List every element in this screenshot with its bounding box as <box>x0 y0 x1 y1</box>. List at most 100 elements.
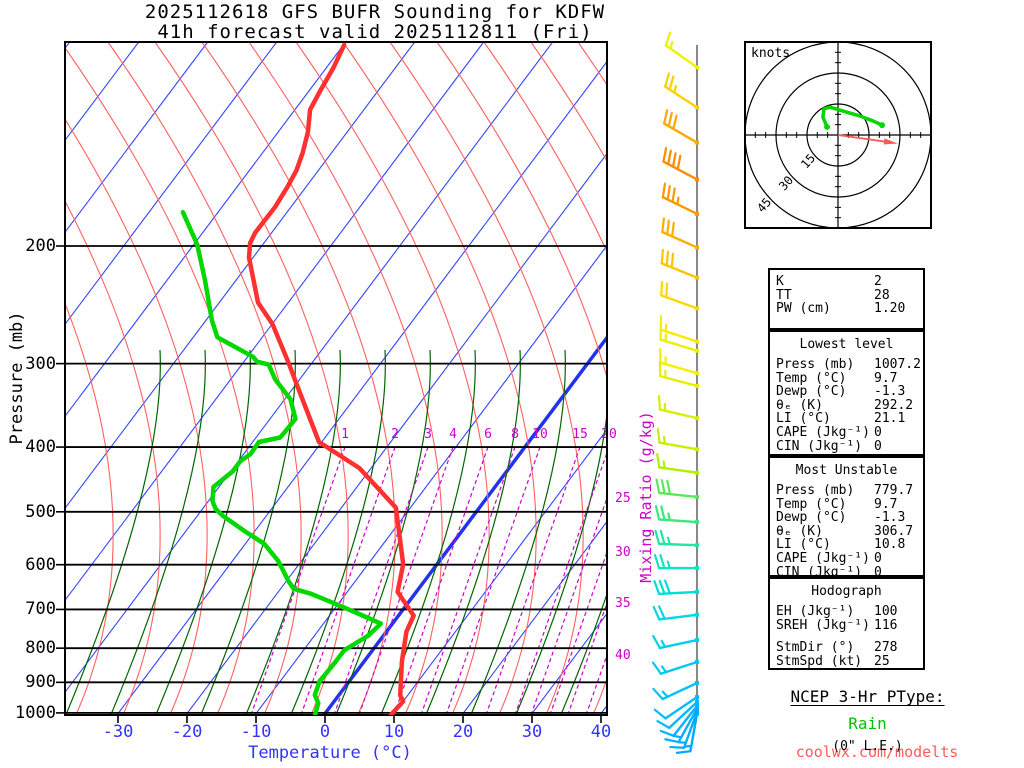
temperature-axis-label: Temperature (°C) <box>248 743 412 763</box>
param-label: TT <box>776 287 792 303</box>
wind-barb <box>653 695 699 720</box>
param-value: 292.2 <box>874 397 914 413</box>
param-value: -1.3 <box>874 510 906 526</box>
param-value: 116 <box>874 617 898 633</box>
wind-barb <box>660 280 699 311</box>
param-label: Dewp (°C) <box>776 510 847 526</box>
isotherm-line <box>461 520 607 715</box>
wind-barb <box>675 711 699 754</box>
dry-adiabat-line <box>154 42 349 715</box>
mixing-ratio-line <box>420 446 516 715</box>
wind-barb <box>659 703 699 737</box>
isotherm-line <box>65 42 347 418</box>
ptype-liquid-equivalent: (0" L.E.) <box>832 739 903 754</box>
watermark-link[interactable]: coolwx.com/modelts <box>795 743 959 761</box>
wind-barb <box>662 147 699 182</box>
isotherm-line <box>65 42 485 602</box>
table-section-title: Most Unstable <box>795 463 898 478</box>
mixing-ratio-right-label: 25 <box>615 491 631 506</box>
temperature-tick-label: 40 <box>590 722 612 742</box>
wind-barb <box>654 505 699 525</box>
hodograph-trace-start-dot <box>824 123 831 130</box>
wind-barb <box>652 605 699 621</box>
chart-border <box>64 41 608 716</box>
wind-barb <box>659 324 699 353</box>
wind-barb <box>656 452 699 475</box>
indices-box: K 2 TT 28 PW (cm) 1.20 <box>768 268 925 330</box>
mixing-ratio-line <box>358 446 454 715</box>
moist-adiabat-line <box>65 349 161 715</box>
wind-barb <box>658 361 699 388</box>
param-value: 0 <box>874 564 882 580</box>
param-label: Press (mb) <box>776 483 855 498</box>
mixing-ratio-label: 10 <box>532 427 548 442</box>
wind-barb <box>659 347 699 376</box>
table-row: StmDir (°) 278 <box>770 641 923 655</box>
chart-title-line2: 41h forecast valid 2025112811 (Fri) <box>157 21 593 43</box>
pressure-tick-label: 1000 <box>15 702 56 723</box>
ptype-heading: NCEP 3-Hr PType: <box>790 687 945 706</box>
mixing-ratio-label: 20 <box>601 427 617 442</box>
storm-motion-vector <box>837 134 890 144</box>
mixing-ratio-label: 6 <box>484 427 492 442</box>
moist-adiabat-line <box>200 349 296 715</box>
storm-motion-arrowhead <box>883 138 899 145</box>
mixing-ratio-label: 15 <box>572 427 588 442</box>
temperature-curve <box>246 42 416 715</box>
temperature-tick-label: 30 <box>521 722 543 742</box>
temperature-tick-label: 10 <box>383 722 405 742</box>
hodograph-units-label: knots <box>751 46 791 61</box>
param-value: 1.20 <box>874 301 906 317</box>
dry-adiabat-line <box>65 118 208 715</box>
hodograph-stats-box: Hodograph EH (Jkg⁻¹) 100 SREH (Jkg⁻¹) 116 Stm… <box>768 577 925 670</box>
table-row: Dewp (°C) -1.3 <box>770 385 923 399</box>
table-row: Dewp (°C) -1.3 <box>770 511 923 525</box>
table-row: LI (°C) 21.1 <box>770 412 923 426</box>
pressure-tick-label: 800 <box>25 638 56 659</box>
moist-adiabat-line <box>470 349 566 715</box>
isotherm-line <box>65 42 209 234</box>
mixing-ratio-label: 1 <box>341 427 349 442</box>
table-row: Press (mb) 1007.2 <box>770 358 923 372</box>
table-row: PW (cm) 1.20 <box>770 302 923 316</box>
dry-adiabat-line <box>107 42 302 715</box>
wind-barb <box>652 634 699 650</box>
temperature-tick-label: -10 <box>240 722 272 742</box>
param-value: 0 <box>874 550 882 566</box>
dry-adiabat-line <box>295 42 490 715</box>
param-value: 2 <box>874 274 882 289</box>
moist-adiabat-line <box>110 349 206 715</box>
most-unstable-box: Most Unstable Press (mb) 779.7 Temp (°C) 9.7… <box>768 456 925 580</box>
mixing-ratio-line <box>250 446 346 715</box>
mixing-ratio-line <box>445 446 541 715</box>
wind-barb <box>653 553 699 571</box>
wind-barb <box>656 428 699 452</box>
lowest-level-box: Lowest level Press (mb) 1007.2 Temp (°C) 9.7… <box>768 330 925 456</box>
wind-barb <box>660 248 699 280</box>
param-label: StmDir (°) <box>776 640 855 656</box>
param-value: 21.1 <box>874 411 906 427</box>
param-label: Temp (°C) <box>776 370 847 386</box>
table-row: θₑ (K) 306.7 <box>770 524 923 539</box>
temperature-tick-label: 0 <box>319 722 331 742</box>
table-row: LI (°C) 10.8 <box>770 538 923 552</box>
wind-barb <box>654 529 699 548</box>
param-value: 9.7 <box>874 370 898 386</box>
mixing-ratio-right-label: 40 <box>615 648 631 663</box>
isotherm-line <box>65 42 278 326</box>
moist-adiabat-line <box>335 349 431 715</box>
param-label: Dewp (°C) <box>776 384 847 400</box>
param-label: CIN (Jkg⁻¹) <box>776 564 863 580</box>
mixing-ratio-label: 2 <box>391 427 399 442</box>
param-label: Temp (°C) <box>776 496 847 512</box>
mixing-ratio-line <box>300 446 396 715</box>
dry-adiabat-line <box>65 302 114 715</box>
isotherm-line <box>185 152 607 715</box>
table-row: CAPE (Jkg⁻¹) 0 <box>770 552 923 566</box>
mixing-ratio-right-label: 30 <box>615 545 631 560</box>
isotherm-line <box>65 42 554 694</box>
